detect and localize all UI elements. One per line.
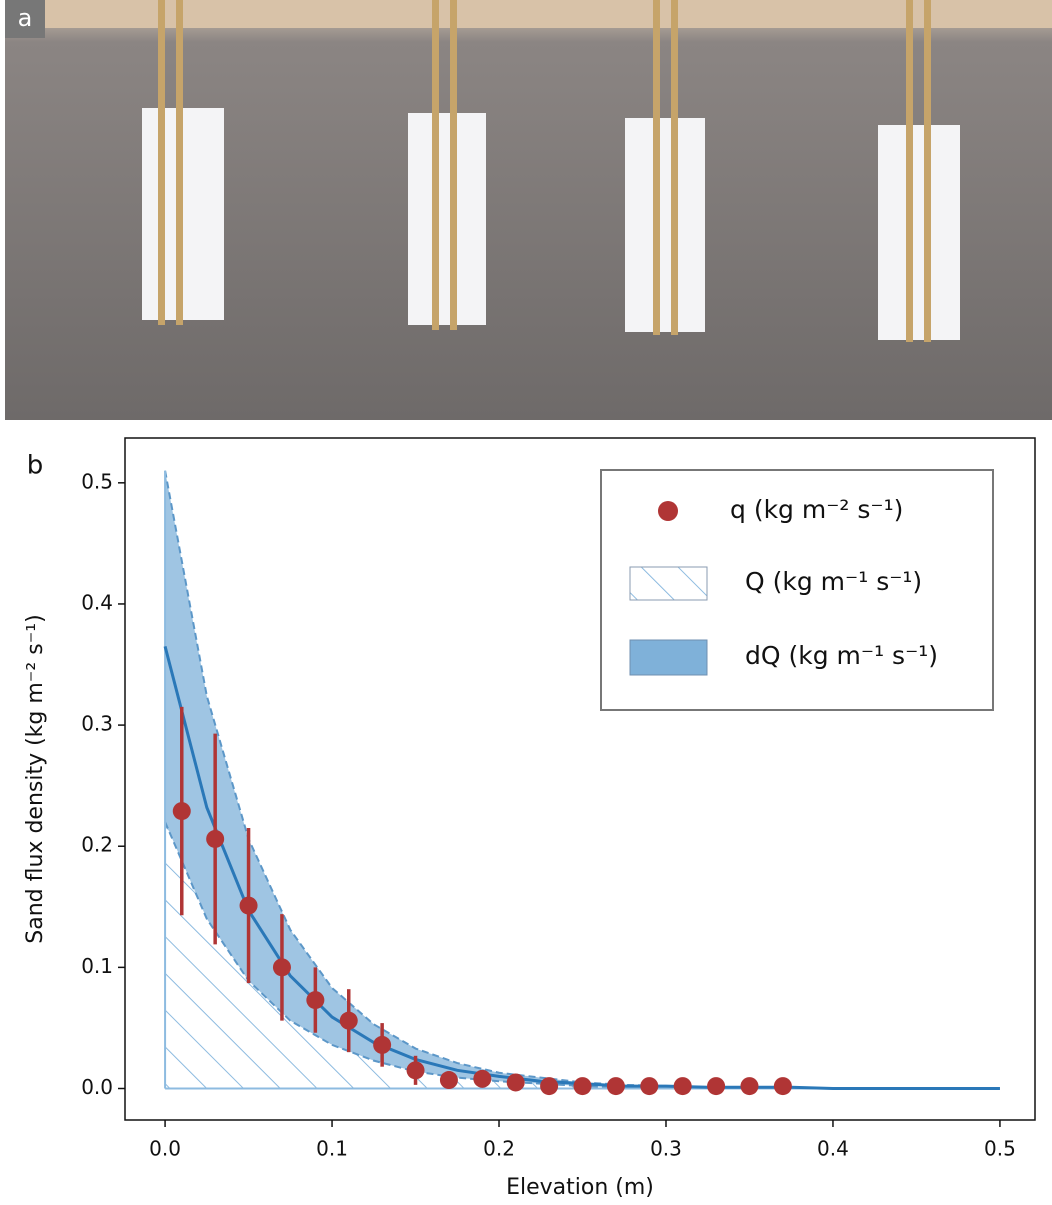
y-tick-label: 0.0 [81,1075,113,1099]
panel-label-box [5,0,45,38]
data-point [506,1073,525,1092]
data-point [439,1071,458,1090]
y-axis-label: Sand flux density (kg m⁻² s⁻¹) [23,614,48,943]
x-tick-label: 0.1 [316,1137,348,1161]
q-integral-area [165,822,1000,1089]
data-point [272,958,291,977]
data-point [306,991,325,1010]
plot-frame [124,437,1036,1121]
data-point [640,1077,659,1096]
legend-label: Q (kg m⁻¹ s⁻¹) [745,567,922,596]
legend: q (kg m⁻² s⁻¹) Q (kg m⁻¹ s⁻¹) dQ (kg m⁻¹ s… [600,469,994,711]
data-point [373,1035,392,1054]
legend-label: q (kg m⁻² s⁻¹) [730,495,903,524]
legend-label: dQ (kg m⁻¹ s⁻¹) [745,641,938,670]
y-tick-label: 0.2 [81,833,113,857]
data-point [707,1077,726,1096]
data-point [740,1077,759,1096]
legend-marker [658,501,678,521]
data-point [406,1061,425,1080]
data-point [172,802,191,821]
data-point [473,1069,492,1088]
legend-swatch [629,639,708,676]
y-tick-label: 0.5 [81,469,113,493]
y-tick-label: 0.1 [81,954,113,978]
plot [163,470,1000,1096]
data-point [606,1077,625,1096]
data-point [573,1077,592,1096]
posts [142,108,960,340]
x-tick-label: 0.4 [817,1137,849,1161]
data-point [206,829,225,848]
x-axis-label: Elevation (m) [506,1175,654,1200]
panel-label: b [27,451,44,481]
x-tick-label: 0.2 [483,1137,515,1161]
poles [158,0,931,342]
photo: a [5,0,1052,420]
x-tick-label: 0.5 [984,1137,1016,1161]
legend-swatch [629,566,708,601]
data-point [673,1077,692,1096]
x-tick-label: 0.3 [650,1137,682,1161]
y-tick-label: 0.4 [81,590,113,614]
panel-label: a [18,4,33,32]
x-tick-label: 0.0 [149,1137,181,1161]
data-point [540,1077,559,1096]
data-point [239,896,258,915]
data-point [773,1077,792,1096]
data-point [339,1011,358,1030]
y-tick-label: 0.3 [81,712,113,736]
